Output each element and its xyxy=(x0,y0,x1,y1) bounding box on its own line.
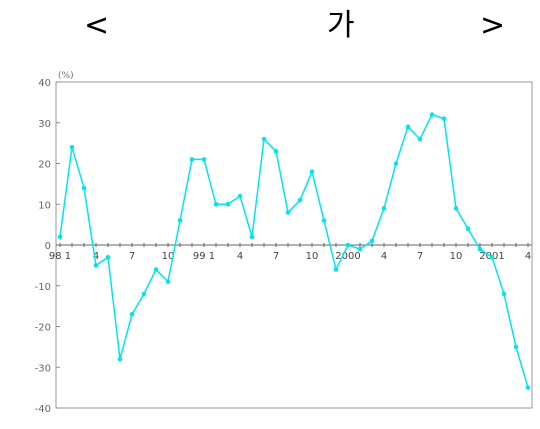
x-tick-label: 4 xyxy=(93,251,99,262)
data-point xyxy=(429,112,435,117)
data-point xyxy=(453,206,459,211)
unit-label: (%) xyxy=(58,71,74,81)
data-point xyxy=(381,206,387,211)
next-glyph: > xyxy=(480,8,506,43)
data-point xyxy=(81,185,87,191)
data-point xyxy=(405,124,411,130)
data-point xyxy=(441,116,447,121)
data-point xyxy=(333,267,339,272)
data-point xyxy=(321,218,327,223)
data-point xyxy=(141,291,147,297)
data-point xyxy=(153,267,159,272)
y-tick-label: 10 xyxy=(38,200,51,211)
line-chart: (%) 40 30 20 10 0 -10 -20 -30 -40 98 1 4 7 10 99 1 4 7… xyxy=(35,71,533,415)
data-point xyxy=(393,161,399,166)
data-point xyxy=(105,254,111,260)
x-tick-label: 4 xyxy=(381,251,387,262)
series-layer xyxy=(57,112,531,390)
x-tick-label: 4 xyxy=(525,251,531,262)
y-tick-label: 40 xyxy=(38,78,51,89)
data-point xyxy=(525,385,531,390)
x-tick-label: 10 xyxy=(450,251,463,262)
data-point xyxy=(477,246,483,252)
x-tick-label: 10 xyxy=(162,251,175,262)
previous-glyph: < xyxy=(84,8,110,43)
x-tick-label: 98 1 xyxy=(49,251,71,262)
data-point xyxy=(345,242,351,248)
data-point xyxy=(117,356,123,362)
data-point xyxy=(285,210,291,215)
y-axis: 40 30 20 10 0 -10 -20 -30 -40 xyxy=(35,78,60,415)
data-point xyxy=(489,254,495,260)
data-point xyxy=(129,311,135,317)
data-point xyxy=(261,136,267,142)
data-point xyxy=(165,279,171,284)
data-point xyxy=(417,136,423,142)
y-tick-label: 20 xyxy=(38,160,51,171)
y-tick-label: -10 xyxy=(35,282,51,293)
y-tick-label: -30 xyxy=(35,363,51,374)
x-tick-label: 99 1 xyxy=(193,251,215,262)
data-point xyxy=(189,157,195,162)
data-point xyxy=(273,148,279,154)
chart-header: < 가 > xyxy=(0,0,540,56)
y-tick-label: -40 xyxy=(35,404,51,415)
data-point xyxy=(213,201,219,207)
data-point xyxy=(297,197,303,203)
y-tick-label: 30 xyxy=(38,119,51,130)
data-point xyxy=(513,344,519,350)
x-tick-label: 7 xyxy=(273,251,279,262)
chart-title: 가 xyxy=(327,8,355,43)
data-point xyxy=(93,263,99,268)
data-point xyxy=(57,234,63,240)
y-tick-label: 0 xyxy=(45,241,51,252)
data-point xyxy=(201,157,207,162)
x-tick-label: 4 xyxy=(237,251,243,262)
x-tick-label: 7 xyxy=(129,251,135,262)
data-point xyxy=(501,291,507,297)
x-tick-label: 7 xyxy=(417,251,423,262)
data-point xyxy=(357,246,363,252)
data-point xyxy=(177,218,183,223)
x-tick-label: 10 xyxy=(306,251,319,262)
data-point xyxy=(225,201,231,207)
data-point xyxy=(465,226,471,231)
data-point xyxy=(249,234,255,240)
data-point xyxy=(309,169,315,174)
data-point xyxy=(369,238,375,244)
x-tick-label: 2000 xyxy=(335,251,360,262)
data-point xyxy=(237,193,243,199)
y-tick-label: -20 xyxy=(35,323,51,334)
data-point xyxy=(69,144,75,150)
series-line xyxy=(59,113,529,388)
